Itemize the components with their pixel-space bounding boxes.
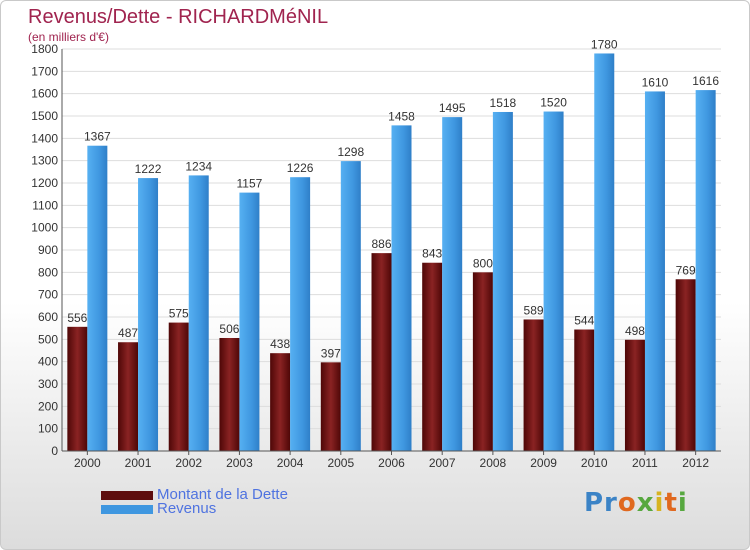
dette-bar — [574, 329, 595, 451]
revenus-bar — [340, 161, 361, 451]
data-label: 1616 — [692, 74, 719, 88]
data-label: 506 — [219, 322, 239, 336]
dette-bar — [67, 326, 88, 451]
data-label: 1222 — [135, 162, 162, 176]
data-label: 843 — [422, 247, 442, 261]
y-tick-label: 400 — [38, 355, 58, 369]
x-tick-label: 2006 — [378, 456, 405, 470]
y-tick-label: 1500 — [31, 109, 58, 123]
revenus-bar — [138, 178, 159, 451]
data-label: 1458 — [388, 109, 415, 123]
revenus-bar — [290, 177, 311, 451]
chart-subtitle: (en milliers d'€) — [28, 30, 109, 44]
x-tick-label: 2002 — [175, 456, 202, 470]
data-label: 1234 — [185, 159, 212, 173]
x-tick-label: 2009 — [530, 456, 557, 470]
x-tick-label: 2007 — [429, 456, 456, 470]
x-tick-label: 2003 — [226, 456, 253, 470]
data-label: 1367 — [84, 130, 111, 144]
data-label: 498 — [625, 324, 645, 338]
legend-swatch-dette — [101, 491, 153, 500]
legend-label-revenus: Revenus — [157, 500, 217, 517]
dette-bar — [219, 337, 240, 451]
data-label: 487 — [118, 326, 138, 340]
revenus-bar — [87, 145, 108, 451]
revenus-bar — [492, 111, 513, 451]
dette-bar — [371, 253, 392, 451]
y-tick-label: 800 — [38, 265, 58, 279]
proxiti-logo: Proxiti — [584, 488, 688, 518]
data-label: 1610 — [642, 75, 669, 89]
dette-bar — [472, 272, 493, 451]
revenus-bar — [188, 175, 209, 451]
dette-bar — [270, 353, 291, 451]
x-tick-label: 2004 — [277, 456, 304, 470]
legend-swatch-revenus — [101, 505, 153, 514]
data-label: 1495 — [439, 101, 466, 115]
revenus-bar — [695, 90, 716, 452]
y-tick-label: 900 — [38, 243, 58, 257]
data-label: 1226 — [287, 161, 314, 175]
revenus-bar — [239, 192, 260, 451]
dette-bar — [624, 339, 645, 451]
dette-bar — [168, 322, 189, 451]
y-tick-label: 1200 — [31, 176, 58, 190]
revenus-bar — [594, 53, 615, 451]
chart-title: Revenus/Dette - RICHARDMéNIL — [28, 6, 329, 28]
y-tick-label: 1600 — [31, 87, 58, 101]
data-label: 1520 — [540, 96, 567, 110]
revenus-bar — [543, 111, 564, 452]
y-tick-label: 1400 — [31, 131, 58, 145]
x-tick-label: 2001 — [125, 456, 152, 470]
y-tick-label: 1100 — [32, 198, 58, 212]
dette-bar — [422, 262, 443, 451]
dette-bar — [675, 279, 696, 451]
revenus-bar — [442, 117, 463, 451]
data-label: 556 — [67, 311, 87, 325]
y-tick-label: 500 — [38, 332, 58, 346]
data-label: 1298 — [337, 145, 364, 159]
x-tick-label: 2000 — [74, 456, 101, 470]
x-tick-label: 2005 — [327, 456, 354, 470]
x-tick-label: 2011 — [632, 456, 658, 470]
data-label: 1157 — [237, 177, 263, 191]
x-tick-label: 2010 — [581, 456, 608, 470]
data-label: 1518 — [490, 96, 517, 110]
revenus-bar — [391, 125, 412, 451]
data-label: 1780 — [591, 37, 618, 51]
data-label: 544 — [574, 314, 594, 328]
y-tick-label: 1800 — [31, 42, 58, 56]
dette-bar — [320, 362, 341, 451]
y-tick-label: 200 — [38, 399, 58, 413]
y-tick-label: 700 — [38, 288, 58, 302]
y-tick-label: 600 — [38, 310, 58, 324]
y-tick-label: 100 — [38, 422, 58, 436]
y-tick-label: 300 — [38, 377, 58, 391]
y-tick-label: 1300 — [31, 154, 58, 168]
data-label: 575 — [169, 307, 189, 321]
data-label: 769 — [676, 263, 696, 277]
data-label: 800 — [473, 256, 493, 270]
x-tick-label: 2008 — [480, 456, 507, 470]
revenus-bar — [644, 91, 665, 451]
x-tick-label: 2012 — [682, 456, 709, 470]
data-label: 589 — [524, 303, 544, 317]
y-tick-label: 1700 — [31, 64, 58, 78]
dette-bar — [523, 319, 544, 451]
data-label: 438 — [270, 337, 290, 351]
data-label: 397 — [321, 346, 341, 360]
dette-bar — [118, 342, 139, 451]
data-label: 886 — [371, 237, 391, 251]
y-tick-label: 0 — [51, 444, 58, 458]
legend-label-dette: Montant de la Dette — [157, 486, 288, 503]
y-tick-label: 1000 — [31, 221, 58, 235]
